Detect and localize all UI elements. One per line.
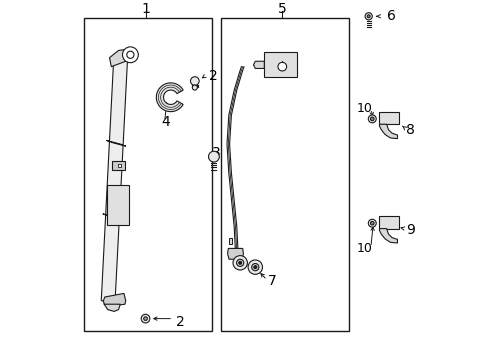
Text: 6: 6	[386, 9, 395, 23]
Bar	[118, 164, 121, 167]
Text: 1: 1	[141, 2, 150, 16]
Polygon shape	[106, 140, 126, 146]
Bar	[107, 185, 128, 225]
Text: 7: 7	[237, 258, 246, 271]
Bar	[221, 18, 348, 331]
Polygon shape	[102, 214, 122, 220]
Polygon shape	[104, 304, 120, 311]
Circle shape	[251, 264, 258, 271]
Text: 9: 9	[406, 224, 414, 238]
Polygon shape	[112, 161, 125, 170]
Circle shape	[247, 260, 262, 274]
Text: 5: 5	[277, 2, 286, 16]
Circle shape	[190, 77, 199, 85]
Circle shape	[366, 15, 369, 18]
Polygon shape	[101, 56, 127, 304]
Text: 3: 3	[212, 146, 221, 160]
Circle shape	[367, 115, 375, 123]
Bar	[84, 18, 212, 331]
Circle shape	[122, 47, 138, 63]
Circle shape	[232, 256, 247, 270]
Circle shape	[253, 266, 256, 269]
Bar	[379, 112, 399, 124]
Text: 10: 10	[356, 102, 371, 114]
Text: 2: 2	[176, 315, 184, 329]
Text: 4: 4	[161, 116, 169, 130]
Text: 10: 10	[356, 242, 371, 255]
Circle shape	[367, 219, 375, 227]
Polygon shape	[109, 49, 133, 67]
Circle shape	[208, 151, 219, 162]
Polygon shape	[379, 229, 397, 243]
Circle shape	[238, 261, 241, 264]
Circle shape	[141, 314, 149, 323]
Polygon shape	[379, 124, 397, 139]
Circle shape	[192, 85, 197, 90]
Text: 8: 8	[406, 123, 414, 137]
Bar	[228, 238, 232, 244]
Circle shape	[365, 13, 371, 20]
Polygon shape	[253, 61, 264, 68]
Polygon shape	[103, 293, 125, 306]
Circle shape	[370, 117, 373, 121]
Circle shape	[143, 317, 147, 320]
Circle shape	[236, 259, 244, 266]
Polygon shape	[227, 248, 243, 259]
Bar	[379, 216, 399, 229]
Text: 7: 7	[267, 274, 276, 288]
Text: 2: 2	[208, 69, 217, 83]
Bar	[264, 52, 296, 77]
Circle shape	[370, 221, 373, 225]
Circle shape	[126, 51, 134, 58]
Polygon shape	[156, 83, 183, 112]
Circle shape	[277, 62, 286, 71]
